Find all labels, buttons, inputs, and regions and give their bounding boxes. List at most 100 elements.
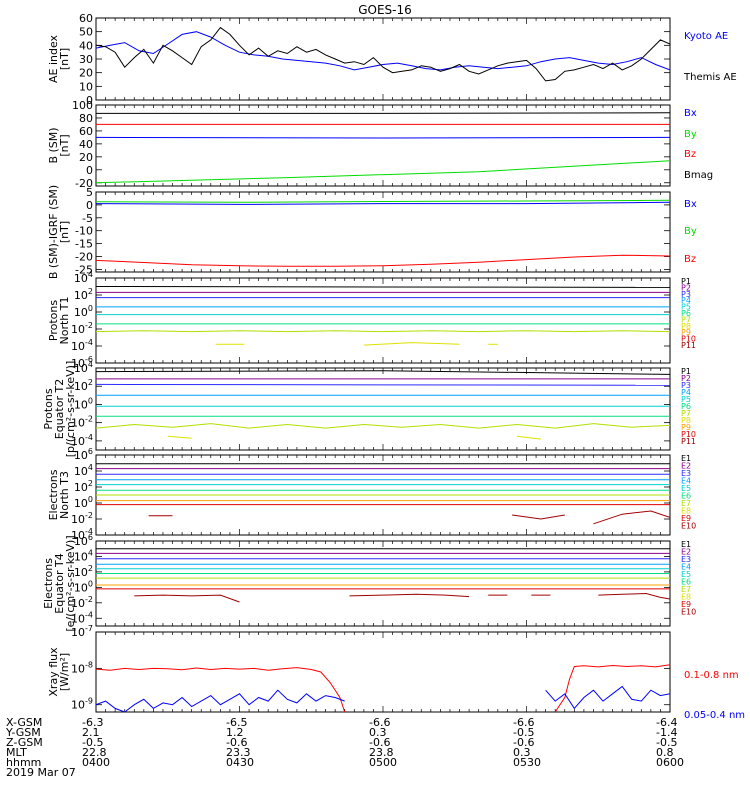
y-tick-label: 5 — [86, 186, 93, 199]
series-e10c — [593, 510, 670, 525]
legend-entry: E7 — [681, 585, 691, 594]
legend-entry: P6 — [681, 402, 691, 411]
y-tick-label: 40 — [79, 39, 93, 52]
series-group — [96, 463, 670, 525]
y-tick-label: 10-2 — [71, 595, 93, 610]
series-group — [96, 286, 670, 346]
footer-row-label: Y-GSM — [6, 726, 41, 739]
footer-value: 0430 — [226, 756, 254, 769]
legend-entry: E3 — [681, 469, 691, 478]
y-tick-label: 0 — [86, 164, 93, 177]
legend-entry: P4 — [681, 296, 691, 305]
legend-entry: P11 — [681, 437, 696, 446]
legend-entry: E1 — [681, 540, 691, 549]
legend-entry: E1 — [681, 454, 691, 463]
y-axis-label: Xray flux[W/m²] — [47, 647, 71, 697]
y-tick-label: 10 — [79, 80, 93, 93]
legend-entry: E6 — [681, 492, 691, 501]
series-group — [96, 664, 670, 712]
y-tick-label: 10-8 — [71, 660, 93, 675]
series-e10b — [512, 514, 565, 520]
footer-value: -1.4 — [656, 726, 678, 739]
footer-value: 0.3 — [369, 726, 387, 739]
panel-3: -25-20-15-10-505 B (SM)-IGRF (SM)[nT] Bx By… — [47, 185, 697, 279]
footer-date: 2019 Mar 07 — [6, 766, 76, 779]
legend-entry: By — [684, 129, 697, 140]
footer-value: -6.4 — [656, 716, 678, 729]
footer-value: 0.3 — [513, 746, 531, 759]
legend-entry: P9 — [681, 328, 691, 337]
y-tick-label: 30 — [79, 53, 93, 66]
legend-entry: Themis AE — [683, 72, 737, 83]
legend-entry: By — [684, 226, 697, 237]
legend-entry: E9 — [681, 600, 691, 609]
legend-entry: P10 — [681, 335, 696, 344]
y-tick-label: -5 — [82, 212, 93, 225]
footer-value: -0.6 — [369, 736, 391, 749]
series-p8b — [363, 342, 460, 346]
legend-entry: Kyoto AE — [684, 31, 728, 42]
legend-entry: E8 — [681, 507, 691, 516]
y-axis-label: ProtonsNorth T1 — [47, 297, 71, 345]
series-0-1-0-8-nm — [96, 667, 346, 712]
series-0-05-0-4-nm — [96, 689, 345, 712]
footer-value: 0530 — [513, 756, 541, 769]
footer-row-label: X-GSM — [6, 716, 43, 729]
footer-value: 0600 — [656, 756, 684, 769]
y-tick-label: 20 — [79, 151, 93, 164]
legend-entry: P8 — [681, 416, 691, 425]
y-axis-label: AE index[nT] — [47, 34, 71, 83]
y-tick-label: 102 — [74, 479, 93, 494]
legend-entry: E2 — [681, 462, 691, 471]
footer-value: -0.5 — [513, 726, 535, 739]
y-tick-label: 100 — [74, 304, 93, 319]
y-tick-label: 10-2 — [71, 321, 93, 336]
footer-value: 23.8 — [369, 746, 394, 759]
legend-entry: E3 — [681, 555, 691, 564]
legend-entry: P2 — [681, 374, 691, 383]
series-0-1-0-8-nm-b — [554, 664, 670, 712]
series-e10b — [349, 593, 470, 598]
y-tick-label: 10-7 — [71, 624, 93, 639]
legend-entry: P5 — [681, 303, 691, 312]
legend-entry: P7 — [681, 409, 691, 418]
footer-row-label: MLT — [6, 746, 27, 759]
y-tick-label: 10-4 — [71, 433, 93, 448]
series-group — [96, 548, 670, 603]
series-e10e — [598, 592, 670, 600]
series-group — [96, 112, 670, 184]
series-p1 — [96, 286, 670, 288]
y-tick-label: 20 — [79, 67, 93, 80]
series-bz — [96, 254, 670, 267]
legend-entry: P8 — [681, 322, 691, 331]
legend-entry: P7 — [681, 315, 691, 324]
series-group — [96, 199, 670, 267]
y-tick-label: 40 — [79, 138, 93, 151]
y-axis-label: ElectronsEquator T4[e/(cm²-s-sr-keV)] — [42, 535, 77, 631]
footer-value: -6.6 — [513, 716, 535, 729]
legend-entry: P10 — [681, 430, 696, 439]
panel-frame — [95, 631, 671, 713]
y-tick-label: 100 — [74, 579, 93, 594]
series-p8 — [167, 435, 192, 439]
y-tick-label: -25 — [75, 263, 93, 276]
legend-entry: E6 — [681, 578, 691, 587]
y-axis-label: ProtonsEquator T2[p/(cm²-s-sr-keV)] — [42, 361, 77, 458]
y-tick-label: 10-6 — [71, 355, 93, 370]
footer-value: -0.6 — [226, 736, 248, 749]
legend-entry: E10 — [681, 608, 696, 617]
y-tick-label: 10-2 — [71, 415, 93, 430]
y-tick-label: 104 — [74, 270, 93, 285]
series-bx — [96, 201, 670, 205]
y-tick-label: 102 — [74, 378, 93, 393]
series-group — [96, 26, 670, 82]
y-tick-label: 100 — [74, 396, 93, 411]
series-kyoto-ae — [96, 31, 670, 71]
footer-value: -0.5 — [656, 736, 678, 749]
y-tick-label: 60 — [79, 125, 93, 138]
legend-entry: E5 — [681, 484, 691, 493]
